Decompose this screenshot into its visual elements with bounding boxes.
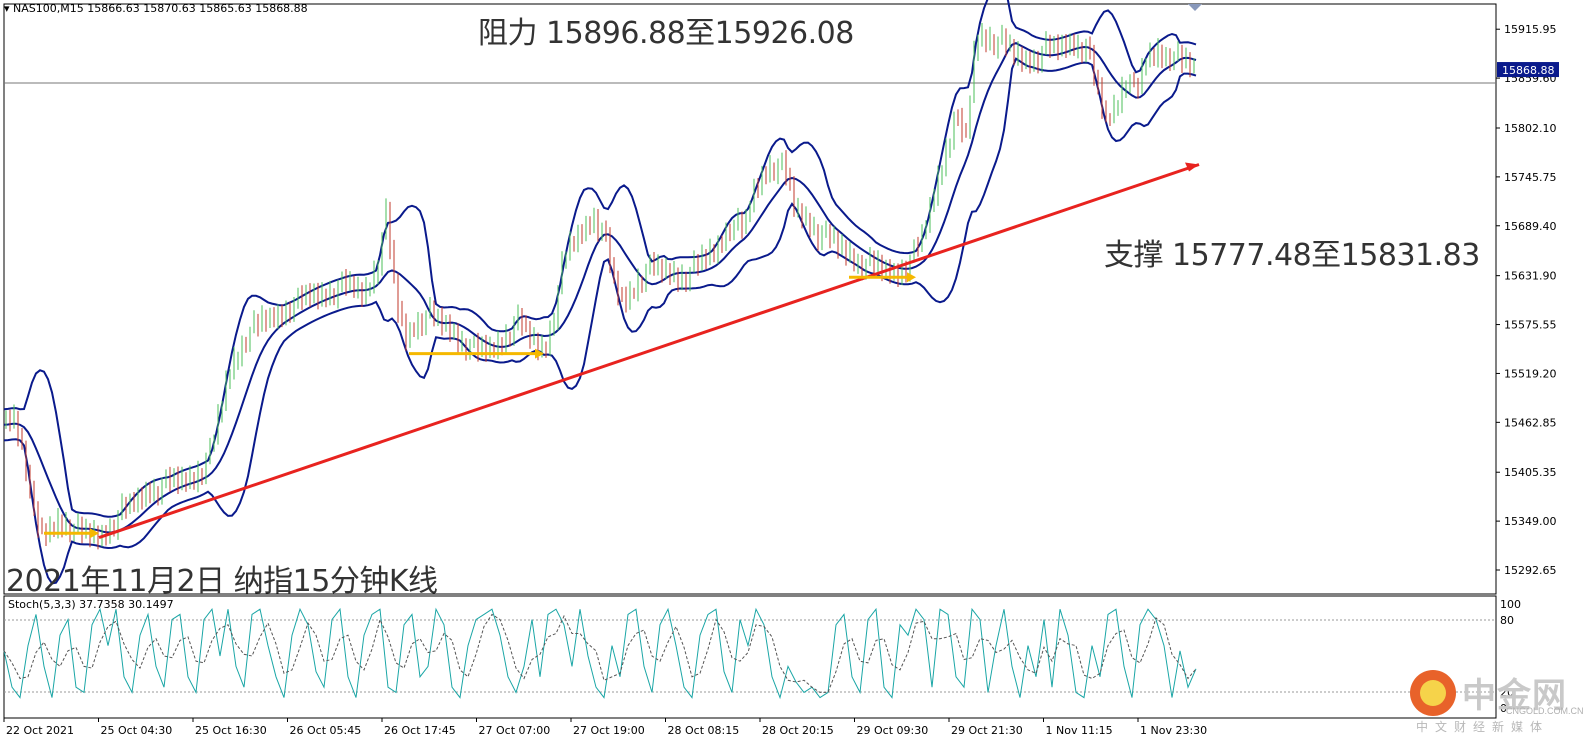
price-axis: 15915.9515859.6015802.1015745.7515689.40… — [1496, 23, 1559, 577]
price-tick-label: 15745.75 — [1504, 171, 1557, 184]
main-pane-frame — [3, 3, 1497, 595]
resistance-label: 阻力 15896.88至15926.08 — [478, 16, 854, 51]
price-tick-label: 15915.95 — [1504, 23, 1557, 36]
time-tick-label: 1 Nov 23:30 — [1140, 724, 1207, 737]
price-tick-label: 15575.55 — [1504, 319, 1557, 332]
bollinger-bands — [3, 0, 1197, 585]
scroll-marker-icon — [1188, 4, 1202, 11]
chart-caption: 2021年11月2日 纳指15分钟K线 — [6, 564, 438, 599]
stoch-signal-line — [3, 613, 1197, 693]
price-tick-label: 15631.90 — [1504, 270, 1557, 283]
trendline-arrowhead-icon — [1185, 162, 1199, 172]
watermark-logo-icon — [1410, 670, 1456, 716]
time-tick-label: 28 Oct 08:15 — [668, 724, 740, 737]
time-tick-label: 26 Oct 17:45 — [384, 724, 456, 737]
current-price-label: 15868.88 — [1502, 64, 1555, 77]
watermark-subtitle: 中文财经新媒体 — [1416, 720, 1550, 734]
watermark-domain: CNGOLD.COM.CN — [1506, 706, 1584, 716]
price-tick-label: 15405.35 — [1504, 466, 1557, 479]
price-tick-label: 15519.20 — [1504, 367, 1557, 380]
time-tick-label: 29 Oct 21:30 — [951, 724, 1023, 737]
stoch-main-line — [3, 607, 1197, 700]
time-tick-label: 29 Oct 09:30 — [857, 724, 929, 737]
current-price-tag — [1497, 62, 1559, 78]
support-trendline — [98, 163, 1200, 540]
price-tick-label: 15349.00 — [1504, 515, 1557, 528]
time-tick-label: 25 Oct 16:30 — [195, 724, 267, 737]
price-tick-label: 15802.10 — [1504, 122, 1557, 135]
bollinger-lower — [3, 57, 1197, 585]
stoch-title: Stoch(5,3,3) 37.7358 30.1497 — [8, 598, 174, 611]
stoch-level-80-label: 80 — [1500, 614, 1514, 627]
price-tick-label: 15689.40 — [1504, 220, 1557, 233]
price-tick-label: 15292.65 — [1504, 564, 1557, 577]
flat-arrowhead-icon — [90, 528, 99, 539]
stoch-lines — [3, 607, 1197, 700]
trendline-group — [44, 162, 1200, 540]
support-label: 支撑 15777.48至15831.83 — [1104, 238, 1480, 273]
bollinger-middle — [3, 41, 1197, 534]
time-tick-label: 22 Oct 2021 — [6, 724, 74, 737]
watermark-name: 中金网 — [1462, 676, 1567, 716]
stoch-level-20-label: 20 — [1500, 686, 1514, 699]
stoch-pane-frame — [3, 595, 1497, 719]
flat-arrowhead-icon — [907, 272, 916, 283]
time-tick-label: 27 Oct 19:00 — [573, 724, 645, 737]
time-tick-label: 28 Oct 20:15 — [762, 724, 834, 737]
watermark: 中金网 CNGOLD.COM.CN 中文财经新媒体 — [1410, 668, 1584, 738]
symbol-ohlc: NAS100,M15 15866.63 15870.63 15865.63 15… — [13, 2, 308, 15]
symbol-arrow-icon: ▾ — [4, 2, 10, 15]
time-axis: 22 Oct 2021 25 Oct 04:30 25 Oct 16:30 26 Oc… — [3, 718, 1207, 737]
price-tick-label: 15462.85 — [1504, 416, 1557, 429]
stoch-level-100: 100 — [1500, 598, 1521, 611]
flat-arrowhead-icon — [535, 348, 544, 359]
symbol-header: ▾ NAS100,M15 15866.63 15870.63 15865.63 … — [4, 2, 308, 15]
stoch-pane: 100 80 20 0 — [3, 595, 1521, 719]
stoch-level-0: 0 — [1500, 702, 1507, 715]
time-tick-label: 1 Nov 11:15 — [1046, 724, 1113, 737]
time-tick-label: 25 Oct 04:30 — [101, 724, 173, 737]
candles — [5, 23, 1195, 550]
main-pane: 15915.9515859.6015802.1015745.7515689.40… — [3, 0, 1559, 595]
bollinger-upper — [3, 0, 1197, 518]
time-tick-label: 26 Oct 05:45 — [290, 724, 362, 737]
time-tick-label: 27 Oct 07:00 — [479, 724, 551, 737]
